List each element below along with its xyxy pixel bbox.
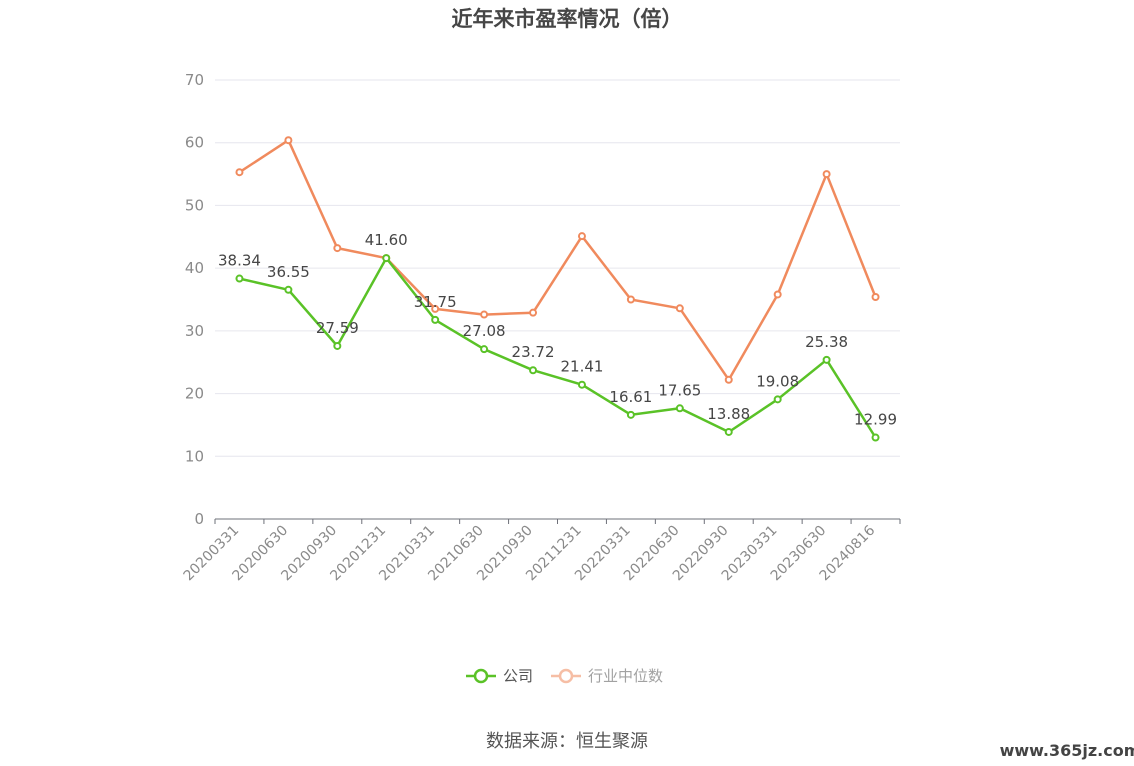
data-label: 17.65 — [658, 381, 701, 399]
y-tick-label: 10 — [185, 447, 204, 465]
series-line — [239, 256, 877, 439]
data-point — [431, 315, 440, 324]
data-label: 41.60 — [365, 231, 408, 249]
legend: 公司 行业中位数 — [466, 667, 663, 685]
data-point — [822, 170, 831, 179]
legend-item[interactable]: 公司 — [466, 667, 533, 685]
data-label: 25.38 — [805, 333, 848, 351]
data-point — [333, 244, 342, 253]
data-point — [724, 427, 733, 436]
data-point — [871, 292, 880, 301]
data-point — [626, 410, 635, 419]
data-point — [431, 304, 440, 313]
y-tick-label: 50 — [185, 196, 204, 214]
y-tick-label: 20 — [185, 385, 204, 403]
y-axis: 0 10 20 30 40 50 60 70 — [185, 71, 204, 528]
data-label: 27.08 — [463, 322, 506, 340]
data-label: 12.99 — [854, 411, 897, 429]
y-tick-label: 0 — [194, 510, 204, 528]
data-point — [480, 310, 489, 319]
legend-circle-icon — [558, 668, 574, 684]
chart-title: 近年来市盈率情况（倍） — [452, 7, 683, 31]
y-tick-label: 40 — [185, 259, 204, 277]
legend-label: 行业中位数 — [588, 667, 663, 685]
data-label: 31.75 — [414, 293, 457, 311]
data-point — [529, 308, 538, 317]
data-point — [382, 254, 391, 263]
data-label: 27.59 — [316, 319, 359, 337]
x-axis: 2020033120200630202009302020123120210331… — [181, 518, 901, 584]
y-tick-label: 60 — [185, 134, 204, 152]
data-label: 13.88 — [707, 405, 750, 423]
legend-circle-icon — [473, 668, 489, 684]
data-point — [871, 433, 880, 442]
data-point — [480, 345, 489, 354]
data-point — [822, 355, 831, 364]
series-line — [238, 138, 877, 382]
data-point — [235, 274, 244, 283]
data-label: 38.34 — [218, 252, 261, 270]
data-label: 23.72 — [512, 343, 555, 361]
data-label: 16.61 — [609, 388, 652, 406]
data-point — [724, 375, 733, 384]
legend-label: 公司 — [503, 667, 533, 685]
data-point — [773, 290, 782, 299]
watermark: www.365jz.com — [1000, 741, 1134, 760]
data-point — [284, 136, 293, 145]
data-point — [773, 395, 782, 404]
legend-item[interactable]: 行业中位数 — [551, 667, 663, 685]
data-point — [675, 404, 684, 413]
data-point — [675, 304, 684, 313]
grid-lines — [215, 79, 900, 457]
data-point — [577, 380, 586, 389]
data-point — [626, 295, 635, 304]
y-tick-label: 70 — [185, 71, 204, 89]
data-point — [333, 341, 342, 350]
data-label: 19.08 — [756, 372, 799, 390]
y-tick-label: 30 — [185, 322, 204, 340]
data-point — [577, 232, 586, 241]
data-label: 36.55 — [267, 263, 310, 281]
data-labels: 38.34 36.55 27.59 41.60 31.75 27.08 23.72 21.41… — [218, 231, 897, 428]
data-point — [235, 168, 244, 177]
data-point — [529, 366, 538, 375]
series-group — [235, 136, 880, 442]
data-point — [284, 285, 293, 294]
data-label: 21.41 — [560, 358, 603, 376]
source-text: 数据来源：恒生聚源 — [486, 731, 648, 752]
